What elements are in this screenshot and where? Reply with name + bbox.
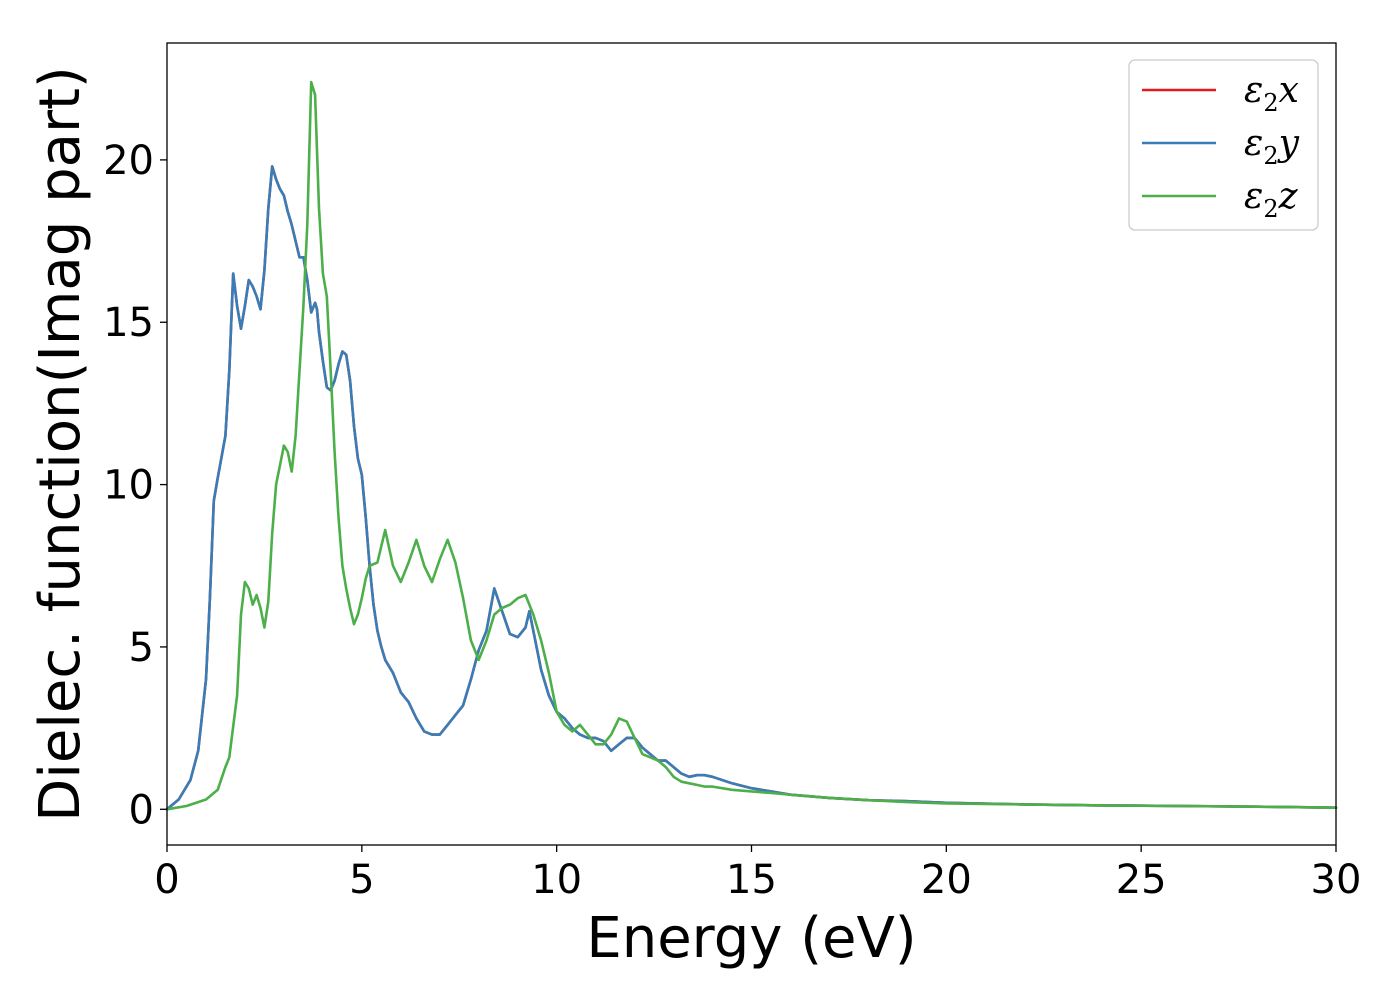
- x-tick-label: 15: [726, 857, 777, 903]
- legend-label-base: ε: [1244, 70, 1263, 111]
- legend-label-subscript: 2: [1263, 142, 1278, 170]
- legend-label-y: ε2y: [1244, 123, 1300, 170]
- series-layer: [165, 80, 1338, 811]
- x-tick-label: 0: [154, 857, 179, 903]
- y-tick-label: 10: [103, 463, 154, 509]
- series-line-z: [165, 80, 1338, 811]
- x-tick-label: 5: [349, 857, 374, 903]
- series-line-y: [165, 165, 1338, 811]
- legend-label-suffix: y: [1277, 123, 1300, 164]
- x-axis-label: Energy (eV): [586, 906, 916, 971]
- x-tick-label: 25: [1116, 857, 1167, 903]
- legend-label-x: ε2x: [1244, 70, 1299, 117]
- y-axis-ticks: 0 5 10 15 20: [103, 138, 167, 833]
- y-tick-label: 20: [103, 138, 154, 184]
- legend-frame: [1128, 59, 1319, 231]
- legend-label-suffix: z: [1278, 176, 1299, 217]
- legend-label-base: ε: [1244, 176, 1263, 217]
- y-tick-label: 15: [103, 300, 154, 346]
- legend-label-subscript: 2: [1263, 89, 1278, 117]
- x-tick-label: 20: [921, 857, 972, 903]
- y-tick-label: 5: [129, 625, 154, 671]
- legend-label-suffix: x: [1279, 70, 1299, 111]
- x-tick-label: 10: [531, 857, 582, 903]
- x-tick-label: 30: [1311, 857, 1362, 903]
- legend-label-subscript: 2: [1263, 195, 1278, 223]
- x-axis-ticks: 0 5 10 15 20 25 30: [154, 845, 1361, 903]
- y-tick-label: 0: [129, 787, 154, 833]
- y-axis-label: Dielec. function(Imag part): [28, 66, 93, 822]
- legend-label-z: ε2z: [1244, 176, 1299, 223]
- legend-label-base: ε: [1244, 123, 1263, 164]
